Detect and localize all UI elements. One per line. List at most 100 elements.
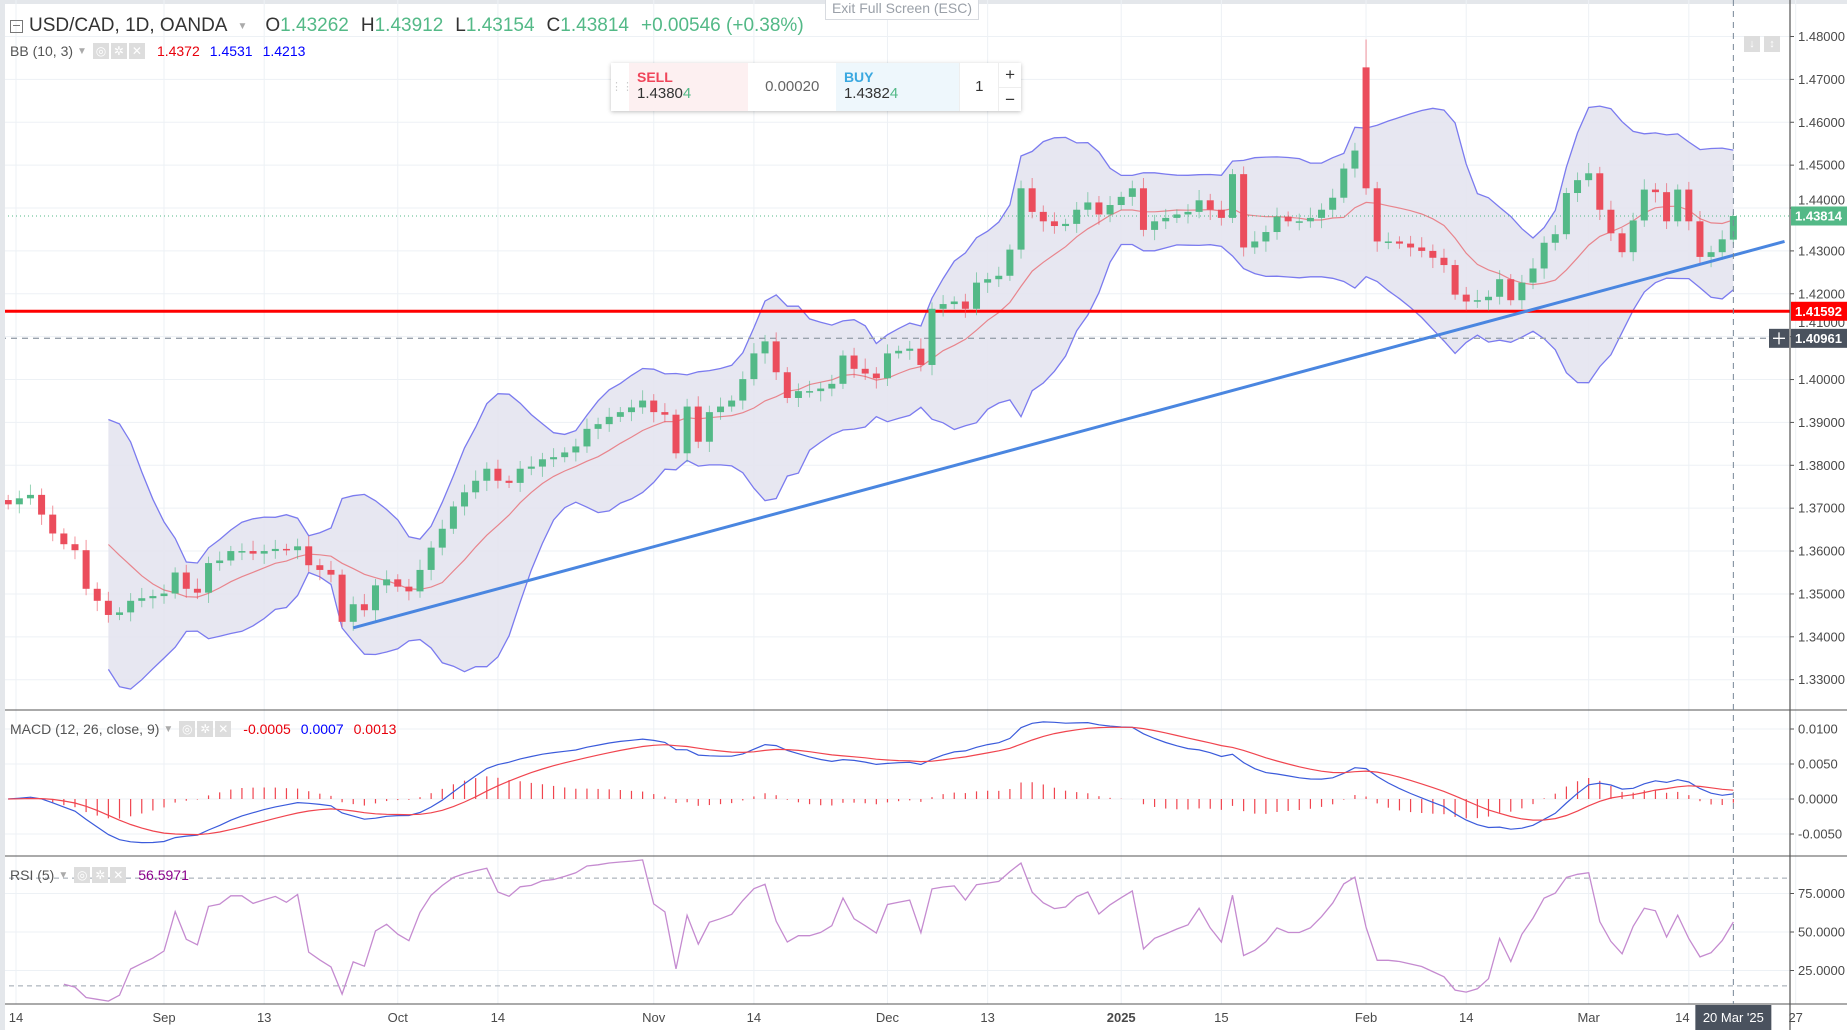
- candle[interactable]: [1718, 230, 1726, 260]
- candle[interactable]: [15, 490, 23, 514]
- candle[interactable]: [1562, 187, 1570, 240]
- candle[interactable]: [1484, 290, 1492, 311]
- candle[interactable]: [783, 367, 791, 404]
- candle[interactable]: [984, 272, 992, 293]
- candle[interactable]: [750, 343, 758, 386]
- candle[interactable]: [449, 501, 457, 534]
- rsi-name[interactable]: RSI (5): [10, 867, 55, 883]
- candle[interactable]: [817, 382, 825, 402]
- chevron-down-icon[interactable]: ▼: [58, 869, 69, 881]
- exit-fullscreen-button[interactable]: Exit Full Screen (ESC): [825, 0, 979, 20]
- candle[interactable]: [739, 371, 747, 410]
- candle[interactable]: [93, 582, 101, 612]
- candle[interactable]: [1707, 245, 1715, 268]
- candle[interactable]: [26, 484, 34, 505]
- candle[interactable]: [1507, 274, 1515, 306]
- trendline[interactable]: [352, 240, 1785, 630]
- candle[interactable]: [60, 528, 68, 550]
- candle[interactable]: [238, 543, 246, 561]
- candle[interactable]: [928, 302, 936, 376]
- candle[interactable]: [639, 390, 647, 414]
- candle[interactable]: [227, 545, 235, 566]
- candle[interactable]: [1273, 207, 1281, 240]
- candle[interactable]: [1229, 168, 1236, 224]
- candle[interactable]: [1306, 207, 1314, 228]
- candle[interactable]: [516, 461, 524, 492]
- candle[interactable]: [1362, 39, 1370, 195]
- candle[interactable]: [1518, 274, 1526, 310]
- candle[interactable]: [572, 438, 580, 462]
- candle[interactable]: [1195, 190, 1203, 219]
- candle[interactable]: [1084, 192, 1092, 217]
- candle[interactable]: [427, 541, 435, 581]
- candle[interactable]: [305, 536, 313, 572]
- candle[interactable]: [1173, 209, 1181, 224]
- candle[interactable]: [49, 505, 57, 542]
- candle[interactable]: [349, 596, 357, 631]
- candle[interactable]: [1128, 180, 1136, 206]
- candle[interactable]: [950, 296, 958, 310]
- candle[interactable]: [1551, 225, 1559, 251]
- candle[interactable]: [1329, 188, 1337, 218]
- candle[interactable]: [104, 591, 112, 623]
- arrow-down-icon[interactable]: ↓: [1744, 36, 1760, 52]
- candle[interactable]: [249, 540, 257, 561]
- visibility-icon[interactable]: ◎: [179, 721, 196, 737]
- candle[interactable]: [1373, 181, 1381, 252]
- close-icon[interactable]: ✕: [110, 867, 127, 883]
- gear-icon[interactable]: ✲: [92, 867, 109, 883]
- candle[interactable]: [917, 338, 925, 372]
- candle[interactable]: [371, 578, 379, 621]
- chevron-down-icon[interactable]: ▼: [237, 20, 248, 32]
- candle[interactable]: [1607, 200, 1615, 242]
- candle[interactable]: [316, 558, 324, 581]
- candle[interactable]: [906, 340, 914, 360]
- candle[interactable]: [205, 556, 213, 603]
- candle[interactable]: [1696, 211, 1704, 264]
- candle[interactable]: [416, 559, 424, 598]
- candle[interactable]: [973, 272, 981, 316]
- close-icon[interactable]: ✕: [215, 721, 232, 737]
- candle[interactable]: [1006, 244, 1014, 281]
- candle[interactable]: [1295, 213, 1303, 231]
- candle[interactable]: [127, 593, 135, 622]
- candle[interactable]: [1384, 232, 1392, 250]
- candle[interactable]: [1529, 258, 1537, 290]
- candle[interactable]: [360, 593, 368, 617]
- candle[interactable]: [4, 494, 12, 510]
- candle[interactable]: [872, 367, 880, 389]
- candle[interactable]: [850, 347, 858, 378]
- candle[interactable]: [861, 358, 869, 380]
- candle[interactable]: [895, 345, 903, 359]
- candle[interactable]: [438, 519, 446, 556]
- candle[interactable]: [616, 406, 624, 422]
- candle[interactable]: [828, 374, 836, 397]
- drag-handle-icon[interactable]: ⋮⋮: [611, 81, 633, 93]
- candle[interactable]: [1050, 212, 1058, 234]
- candle[interactable]: [260, 544, 268, 564]
- gear-icon[interactable]: ✲: [197, 721, 214, 737]
- visibility-icon[interactable]: ◎: [92, 43, 109, 59]
- candle[interactable]: [1440, 248, 1448, 273]
- candle[interactable]: [717, 397, 725, 420]
- candle[interactable]: [672, 409, 680, 459]
- candle[interactable]: [1585, 162, 1593, 187]
- bb-name[interactable]: BB (10, 3): [10, 43, 74, 59]
- candle[interactable]: [1062, 218, 1070, 232]
- candle[interactable]: [1462, 286, 1470, 311]
- candle[interactable]: [282, 543, 290, 556]
- increase-quantity-button[interactable]: +: [999, 63, 1021, 88]
- candle[interactable]: [794, 383, 802, 407]
- candle[interactable]: [1117, 191, 1125, 211]
- candle[interactable]: [1429, 244, 1437, 269]
- candle[interactable]: [1028, 178, 1036, 219]
- candle[interactable]: [1395, 236, 1403, 249]
- candle[interactable]: [806, 380, 814, 398]
- candle[interactable]: [1596, 166, 1604, 221]
- candle[interactable]: [505, 475, 513, 489]
- candle[interactable]: [1418, 237, 1426, 258]
- candle[interactable]: [193, 578, 201, 600]
- candle[interactable]: [705, 405, 713, 453]
- candle[interactable]: [1651, 183, 1659, 203]
